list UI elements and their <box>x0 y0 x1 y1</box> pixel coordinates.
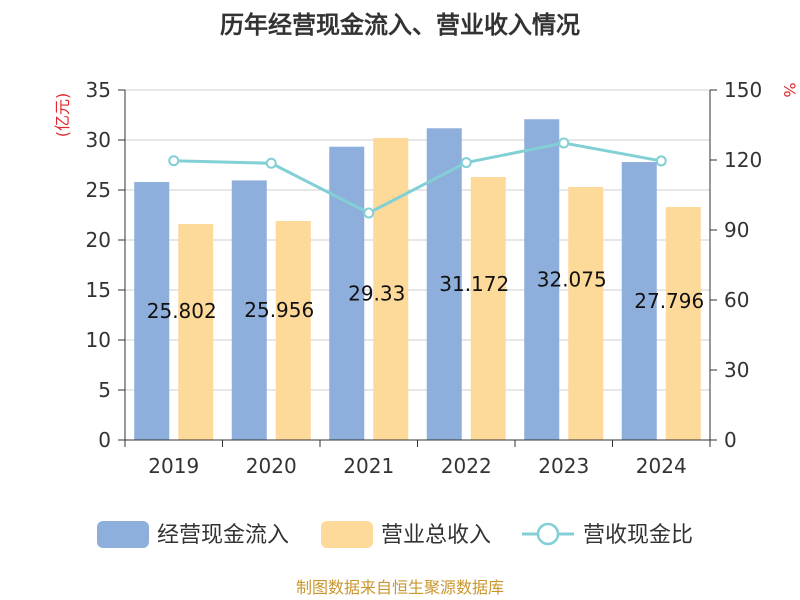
cash-inflow-data-label: 31.172 <box>439 272 509 296</box>
legend-marker-ratio <box>536 522 560 546</box>
legend-swatch-cash-inflow <box>97 521 149 548</box>
right-axis-tick-label: 90 <box>724 218 749 242</box>
left-axis-tick-label: 15 <box>86 278 111 302</box>
left-axis-tick-label: 25 <box>86 178 111 202</box>
x-axis-tick-label: 2024 <box>636 454 687 478</box>
legend-swatch-revenue <box>321 521 373 548</box>
x-axis-tick-label: 2021 <box>343 454 394 478</box>
left-axis-tick-label: 35 <box>86 78 111 102</box>
x-axis-tick-label: 2022 <box>441 454 492 478</box>
cash-inflow-bar <box>134 181 170 441</box>
chart-title: 历年经营现金流入、营业收入情况 <box>220 11 580 39</box>
cash-inflow-bar <box>231 180 267 440</box>
ratio-point <box>655 155 667 167</box>
cash-inflow-data-label: 29.33 <box>348 281 405 305</box>
right-axis-tick-label: 120 <box>724 148 762 172</box>
axes: 0 5 10 15 20 25 30 35 0 30 60 90 120 150 2019 2020 2021 2… <box>86 78 763 478</box>
left-axis-tick-label: 0 <box>98 428 111 452</box>
ratio-point <box>460 157 472 169</box>
right-axis-unit: % <box>780 82 799 97</box>
revenue-bar <box>470 177 506 440</box>
right-axis-tick-label: 60 <box>724 288 749 312</box>
revenue-bar <box>178 224 214 440</box>
revenue-bar <box>373 138 409 440</box>
cash-inflow-data-label: 27.796 <box>634 289 704 313</box>
cash-inflow-data-label: 25.956 <box>244 298 314 322</box>
grid <box>125 89 710 391</box>
left-axis-unit: (亿元) <box>53 93 72 138</box>
ratio-point <box>363 207 375 219</box>
cash-inflow-bar <box>621 162 657 441</box>
left-axis-tick-label: 5 <box>98 378 111 402</box>
x-axis-tick-label: 2019 <box>148 454 199 478</box>
right-axis-tick-label: 150 <box>724 78 762 102</box>
ratio-line <box>168 137 667 219</box>
x-axis-tick-label: 2020 <box>246 454 297 478</box>
ratio-point <box>265 157 277 169</box>
revenue-bar <box>665 207 701 440</box>
left-axis-tick-label: 30 <box>86 128 111 152</box>
source-note: 制图数据来自恒生聚源数据库 <box>296 578 504 597</box>
left-axis-tick-label: 20 <box>86 228 111 252</box>
cash-inflow-bar <box>524 119 560 440</box>
right-axis-tick-label: 0 <box>724 428 737 452</box>
revenue-bar <box>568 187 604 440</box>
legend-label-cash-inflow: 经营现金流入 <box>157 523 289 548</box>
cash-inflow-data-label: 32.075 <box>537 268 607 292</box>
x-axis-tick-label: 2023 <box>538 454 589 478</box>
legend-label-ratio: 营收现金比 <box>583 523 693 548</box>
cash-inflow-data-label: 25.802 <box>147 299 217 323</box>
bars <box>134 119 701 441</box>
data-labels: 25.802 25.956 29.33 31.172 32.075 27.796 <box>147 268 704 323</box>
revenue-bar <box>275 221 311 440</box>
ratio-line-path <box>173 141 662 215</box>
ratio-point <box>558 137 570 149</box>
left-axis-tick-label: 10 <box>86 328 111 352</box>
legend: 经营现金流入 营业总收入 营收现金比 <box>97 521 693 548</box>
ratio-point <box>168 155 180 167</box>
legend-label-revenue: 营业总收入 <box>381 523 491 548</box>
right-axis-tick-label: 30 <box>724 358 749 382</box>
